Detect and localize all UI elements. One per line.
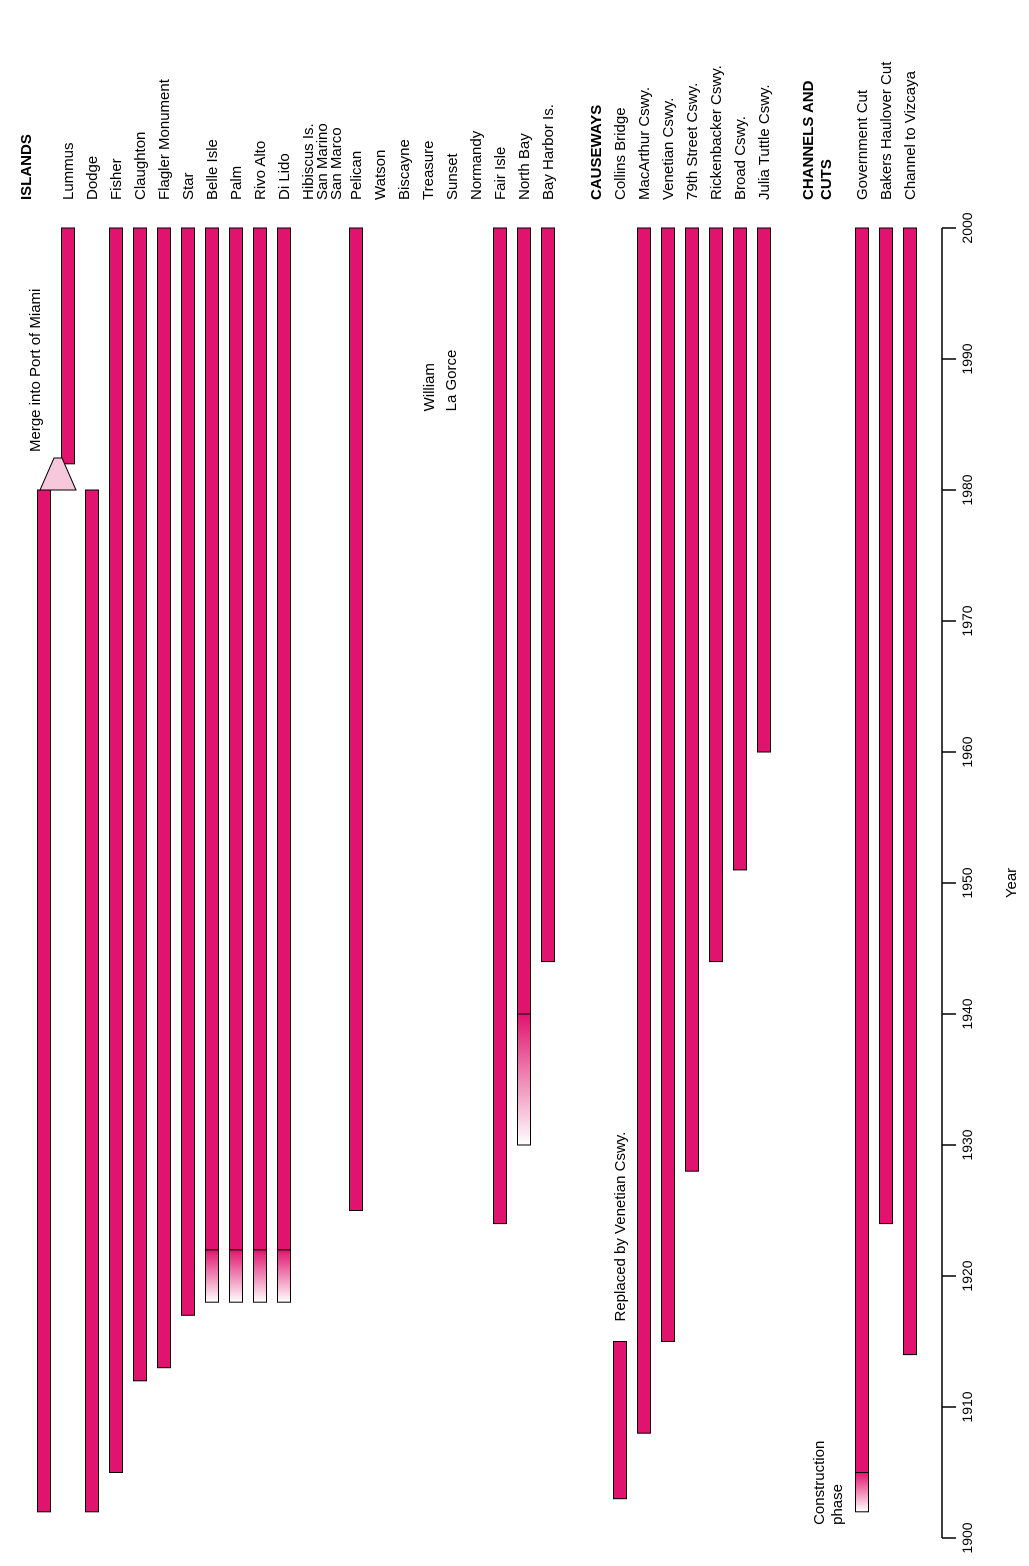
construction-bar: [517, 1013, 531, 1146]
row-label: Belle Isle: [204, 139, 221, 200]
timeline-bar: [613, 1341, 627, 1500]
row-label: Palm: [228, 166, 245, 200]
timeline-bar: [709, 227, 723, 963]
timeline-bar: [349, 227, 363, 1211]
row-label: Sunset: [444, 152, 461, 200]
timeline-bar: [541, 227, 555, 963]
timeline-bar: [855, 227, 869, 1473]
tick-label: 1950: [959, 867, 975, 898]
timeline-bar: [517, 227, 531, 1015]
construction-bar: [205, 1249, 219, 1303]
row-label: North Bay: [516, 133, 533, 200]
timeline-bar: [493, 227, 507, 1225]
row-label: Normandy: [468, 130, 485, 200]
row-label: Bay Harbor Is.: [540, 104, 557, 200]
timeline-bar: [757, 227, 771, 753]
timeline-bar: [229, 227, 243, 1251]
tick-label: 1940: [959, 998, 975, 1029]
timeline-bar: [157, 227, 171, 1369]
timeline-bar: [133, 227, 147, 1382]
note-annotation: William: [421, 363, 438, 411]
tick-label: 1960: [959, 736, 975, 767]
row-label: Government Cut: [854, 89, 871, 200]
x-axis: 1900 1910 1920 1930 1940 1950 1960 1970 1980 1990…: [941, 212, 1020, 1554]
row-label: Collins Bridge: [612, 107, 629, 200]
tick-label: 1930: [959, 1129, 975, 1160]
row-labels: ISLANDS Lummus Dodge Fisher Claughton Flagler…: [18, 61, 919, 200]
merge-marker: [39, 457, 77, 491]
timeline-bar: [637, 227, 651, 1434]
timeline-bar: [661, 227, 675, 1342]
tick-label: 1900: [959, 1522, 975, 1553]
construction-annotation: phase: [829, 1484, 846, 1525]
merge-annotation: Merge into Port of Miami: [27, 289, 44, 452]
group-header: CAUSEWAYS: [588, 105, 605, 200]
construction-bar: [855, 1472, 869, 1513]
replaced-annotation: Replaced by Venetian Cswy.: [612, 1132, 629, 1322]
timeline-bar: [181, 227, 195, 1316]
row-label: Watson: [372, 150, 389, 200]
row-label: Venetian Cswy.: [660, 98, 677, 200]
tick-label: 2000: [959, 212, 975, 243]
row-label: Star: [180, 172, 197, 200]
row-label: Channel to Vizcaya: [902, 70, 919, 200]
row-label: Pelican: [348, 151, 365, 200]
annotations: Merge into Port of Miami Replaced by Vene…: [27, 289, 846, 1525]
timeline-bar: [109, 227, 123, 1473]
row-label: Fair Isle: [492, 147, 509, 200]
row-label: San Marco: [328, 127, 345, 200]
row-label: Dodge: [84, 156, 101, 200]
note-annotation: La Gorce: [443, 350, 460, 412]
timeline-bar: [205, 227, 219, 1251]
axis-label: Year: [1003, 868, 1020, 898]
timeline-bar: [61, 227, 75, 465]
row-label: Treasure: [420, 141, 437, 200]
row-label: Di Lido: [276, 153, 293, 200]
row-label: Claughton: [132, 132, 149, 200]
row-label: 79th Street Cswy.: [684, 83, 701, 200]
row-label: MacArthur Cswy.: [636, 87, 653, 200]
row-label: Rivo Alto: [252, 141, 269, 200]
timeline-bar: [903, 227, 917, 1356]
timeline-bar: [37, 489, 51, 1513]
row-label: Biscayne: [396, 139, 413, 200]
timeline-bar: [277, 227, 291, 1251]
row-label: Flagler Monument: [156, 78, 173, 200]
timeline-bar: [879, 227, 893, 1225]
timeline-bar: [733, 227, 747, 871]
group-header: CUTS: [818, 159, 835, 200]
row-label: Fisher: [108, 158, 125, 200]
group-header: CHANNELS AND: [800, 80, 817, 200]
tick-label: 1970: [959, 605, 975, 636]
timeline-bar: [685, 227, 699, 1172]
construction-annotation: Construction: [811, 1441, 828, 1525]
row-label: Hibiscus Is.: [300, 123, 317, 200]
row-label: Rickenbacker Cswy.: [708, 65, 725, 200]
timeline-bar: [253, 227, 267, 1251]
construction-bar: [277, 1249, 291, 1303]
tick-label: 1990: [959, 343, 975, 374]
row-label: San Marino: [314, 123, 331, 200]
row-label: Broad Cswy.: [732, 116, 749, 200]
row-label: Bakers Haulover Cut: [878, 61, 895, 200]
timeline-bar: [85, 489, 99, 1513]
row-label: Lummus: [60, 142, 77, 200]
construction-bar: [229, 1249, 243, 1303]
tick-label: 1920: [959, 1260, 975, 1291]
construction-bar: [253, 1249, 267, 1303]
tick-label: 1910: [959, 1391, 975, 1422]
group-header: ISLANDS: [18, 134, 35, 200]
tick-label: 1980: [959, 474, 975, 505]
bars: [37, 227, 917, 1513]
row-label: Julia Tuttle Cswy.: [756, 84, 773, 200]
